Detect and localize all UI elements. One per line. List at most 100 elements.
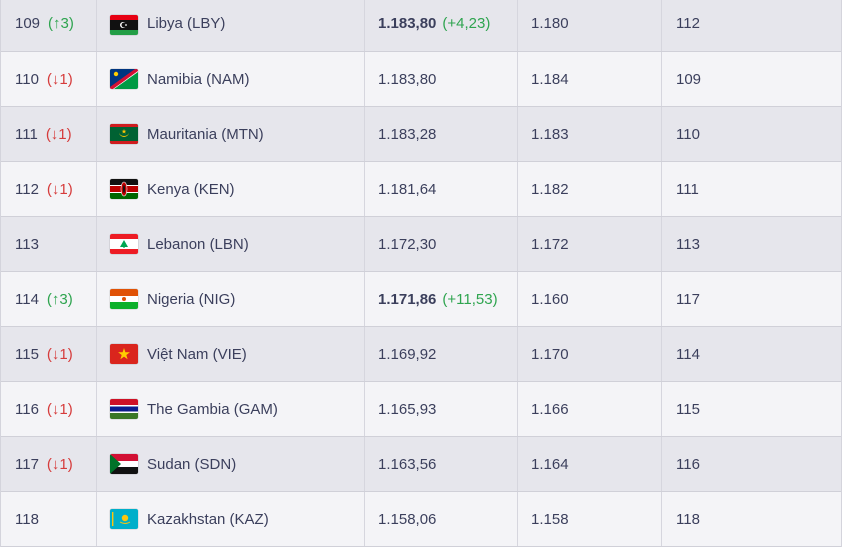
previous-points: 1.172 [531,235,569,253]
previous-points: 1.180 [531,15,569,32]
column-divider [364,107,365,161]
previous-rank-cell: 114 [676,327,700,381]
previous-points: 1.182 [531,180,569,198]
previous-points-cell: 1.170 [531,327,569,381]
team-cell[interactable]: The Gambia (GAM) [110,382,278,436]
table-row[interactable]: 114 (↑3) Nigeria (NIG) 1.171,86 (+11,53) 1… [1,272,841,327]
table-row[interactable]: 111 (↓1) Mauritania (MTN) 1.183,28 1.183 … [1,107,841,162]
table-row[interactable]: 115 (↓1) Việt Nam (VIE) 1.169,92 1.170 11… [1,327,841,382]
total-points: 1.163,56 [378,455,437,473]
team-cell[interactable]: Nigeria (NIG) [110,272,235,326]
country-name[interactable]: Kazakhstan (KAZ) [147,510,269,528]
rank-number: 114 [15,290,39,308]
team-cell[interactable]: Namibia (NAM) [110,52,250,106]
rank-cell: 112 (↓1) [15,162,95,216]
team-cell[interactable]: Kenya (KEN) [110,162,235,216]
table-row[interactable]: 118 Kazakhstan (KAZ) 1.158,06 1.158 118 [1,492,841,547]
country-name[interactable]: Namibia (NAM) [147,70,250,88]
rank-number: 109 [15,15,41,32]
previous-rank: 114 [676,345,700,363]
table-row[interactable]: 110 (↓1) Namibia (NAM) 1.183,80 1.184 109 [1,52,841,107]
rank-change-down: (↓1) [45,125,72,143]
table-row[interactable]: 116 (↓1) The Gambia (GAM) 1.165,93 1.166 … [1,382,841,437]
previous-rank-cell: 118 [676,492,700,546]
column-divider [364,162,365,216]
total-points: 1.171,86 [378,290,437,308]
team-cell[interactable]: Lebanon (LBN) [110,217,249,271]
previous-points: 1.184 [531,70,569,88]
niger-flag-icon [110,289,138,309]
country-name[interactable]: Lebanon (LBN) [147,235,249,253]
table-row[interactable]: 117 (↓1) Sudan (SDN) 1.163,56 1.164 116 [1,437,841,492]
rank-change-up: (↑3) [46,290,73,308]
previous-rank-cell: 112 [676,0,700,51]
column-divider [517,437,518,491]
previous-points-cell: 1.166 [531,382,569,436]
total-points: 1.183,28 [378,125,437,143]
team-cell[interactable]: Kazakhstan (KAZ) [110,492,269,546]
column-divider [364,492,365,546]
column-divider [661,272,662,326]
libya-flag-icon [110,15,138,35]
kenya-flag-icon [110,179,138,199]
country-name[interactable]: Việt Nam (VIE) [147,345,247,363]
country-name[interactable]: Nigeria (NIG) [147,290,236,308]
column-divider [96,492,97,546]
column-divider [364,52,365,106]
rank-cell: 118 [15,492,95,546]
team-cell[interactable]: Mauritania (MTN) [110,107,264,161]
points-cell: 1.165,93 [378,382,436,436]
column-divider [517,492,518,546]
points-cell: 1.183,80 [378,52,436,106]
country-name[interactable]: Kenya (KEN) [147,180,235,198]
column-divider [661,492,662,546]
points-cell: 1.183,28 [378,107,436,161]
previous-rank-cell: 111 [676,162,699,216]
previous-points: 1.170 [531,345,569,363]
rank-number: 112 [15,180,39,198]
rank-number: 116 [15,400,39,418]
rank-number: 115 [15,345,39,363]
points-cell: 1.183,80 (+4,23) [378,0,490,51]
rank-cell: 115 (↓1) [15,327,95,381]
country-name[interactable]: Mauritania (MTN) [147,125,264,143]
column-divider [364,217,365,271]
previous-rank: 116 [676,455,700,473]
previous-rank: 109 [676,70,702,88]
column-divider [96,272,97,326]
rank-change-down: (↓1) [46,180,73,198]
country-name[interactable]: Sudan (SDN) [147,455,237,473]
previous-rank: 113 [676,235,700,253]
table-row[interactable]: 113 Lebanon (LBN) 1.172,30 1.172 113 [1,217,841,272]
column-divider [96,52,97,106]
rank-number: 117 [15,455,39,473]
country-name[interactable]: The Gambia (GAM) [147,400,278,418]
total-points: 1.183,80 [378,70,437,88]
previous-rank-cell: 115 [676,382,700,436]
column-divider [661,0,662,51]
previous-points: 1.183 [531,125,569,143]
team-cell[interactable]: Libya (LBY) [110,0,225,51]
column-divider [517,0,518,51]
rank-change-up: (↑3) [48,15,74,32]
previous-points: 1.164 [531,455,569,473]
previous-points: 1.166 [531,400,569,418]
rank-cell: 117 (↓1) [15,437,95,491]
team-cell[interactable]: Sudan (SDN) [110,437,236,491]
gambia-flag-icon [110,399,138,419]
mauritania-flag-icon [110,124,138,144]
column-divider [96,327,97,381]
table-row[interactable]: 112 (↓1) Kenya (KEN) 1.181,64 1.182 111 [1,162,841,217]
rank-cell: 113 [15,217,95,271]
table-row[interactable]: 109 (↑3) Libya (LBY) 1.183,80 (+4,23) 1.18… [1,0,841,52]
previous-points-cell: 1.183 [531,107,569,161]
points-diff: (+11,53) [442,290,498,308]
column-divider [661,52,662,106]
team-cell[interactable]: Việt Nam (VIE) [110,327,247,381]
country-name[interactable]: Libya (LBY) [147,15,226,32]
total-points: 1.165,93 [378,400,437,418]
points-cell: 1.172,30 [378,217,436,271]
previous-points: 1.158 [531,510,569,528]
points-cell: 1.171,86 (+11,53) [378,272,498,326]
column-divider [661,162,662,216]
